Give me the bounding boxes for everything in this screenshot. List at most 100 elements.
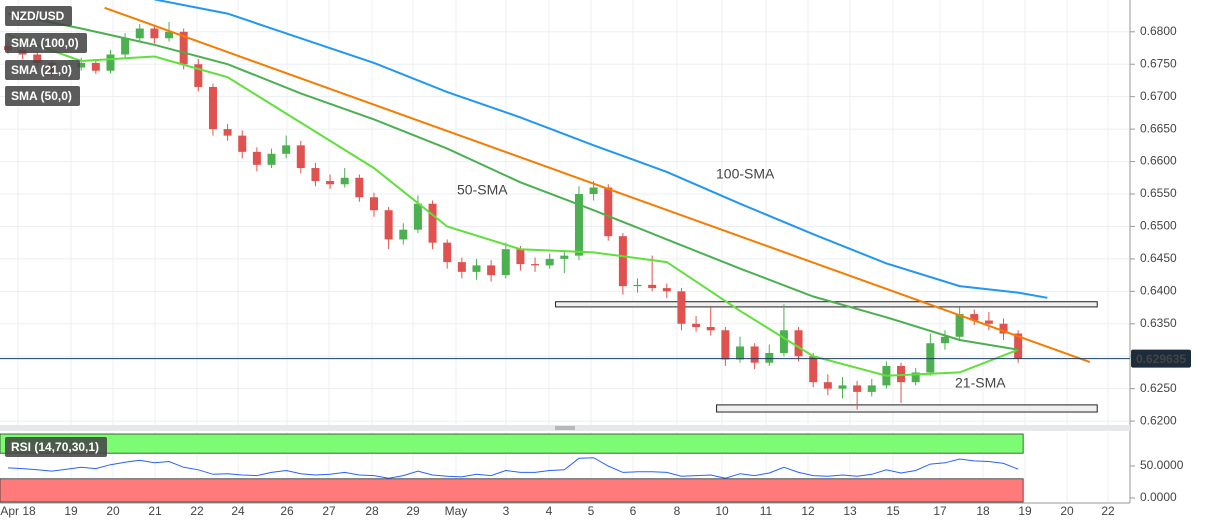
candle-body: [867, 385, 876, 392]
candle-body: [648, 284, 657, 289]
x-tick-label: 8: [674, 504, 681, 518]
sma-line: [154, 0, 1048, 299]
x-tick-label: 29: [406, 504, 420, 518]
line-annotation: 21-SMA: [955, 375, 1006, 391]
x-tick-label: 17: [933, 504, 947, 518]
x-tick-label: 12: [801, 504, 815, 518]
candle-body: [428, 203, 437, 243]
y-tick-label: 0.6550: [1140, 186, 1177, 200]
line-annotation: 50-SMA: [457, 182, 508, 198]
candle-body: [765, 352, 774, 363]
legend-entry: SMA (21,0): [5, 60, 80, 80]
y-tick-label: 50.0000: [1140, 458, 1184, 472]
legend-entry: SMA (100,0): [5, 33, 87, 53]
y-tick-label: 0.6350: [1140, 316, 1177, 330]
candle-body: [794, 330, 803, 357]
candle-body: [311, 168, 320, 182]
candle-body: [677, 291, 686, 324]
overbought-band: [0, 433, 1024, 454]
y-tick-label: 0.6650: [1140, 121, 1177, 135]
candle-body: [721, 330, 730, 360]
candle-body: [853, 385, 862, 392]
candle-body: [223, 129, 232, 136]
trend-line: [104, 6, 1091, 364]
y-tick-label: 0.6450: [1140, 251, 1177, 265]
symbol-label: NZD/USD: [5, 6, 73, 26]
candle-body: [91, 62, 100, 71]
x-tick-label: May: [445, 504, 468, 518]
candle-body: [282, 145, 291, 154]
x-tick-label: Apr 18: [0, 504, 36, 518]
candle-body: [545, 258, 554, 266]
candle-body: [618, 236, 627, 287]
line-annotation: 100-SMA: [716, 166, 775, 182]
y-tick-label: 0.6200: [1140, 413, 1177, 427]
x-tick-label: 22: [1101, 504, 1115, 518]
x-tick-label: 4: [546, 504, 553, 518]
candle-body: [384, 210, 393, 240]
candle-body: [150, 28, 159, 39]
x-tick-label: 20: [1060, 504, 1074, 518]
y-tick-label: 0.6400: [1140, 284, 1177, 298]
indicator-label: RSI (14,70,30,1): [5, 437, 108, 457]
candle-body: [999, 323, 1008, 334]
y-tick-label: 0.0000: [1140, 490, 1177, 504]
candle-body: [135, 28, 144, 39]
last-price-label: 0.629635: [1136, 352, 1186, 366]
candle-body: [487, 265, 496, 276]
price-zone: [555, 301, 1098, 308]
x-tick-label: 19: [64, 504, 78, 518]
x-tick-label: 10: [715, 504, 729, 518]
candle-body: [940, 336, 949, 344]
candle-body: [501, 249, 510, 276]
price-zone: [716, 404, 1098, 413]
x-tick-label: 21: [148, 504, 162, 518]
x-tick-label: 11: [760, 504, 773, 518]
main-panel: [0, 0, 1130, 425]
y-tick-label: 0.6250: [1140, 381, 1177, 395]
candle-body: [165, 31, 174, 39]
x-tick-label: 24: [231, 504, 245, 518]
candle-body: [633, 284, 642, 287]
candle-body: [955, 314, 964, 337]
oversold-band: [0, 478, 1024, 503]
candle-body: [326, 181, 335, 185]
candle-body: [809, 356, 818, 383]
x-tick-label: 5: [588, 504, 595, 518]
candle-body: [355, 177, 364, 198]
candle-body: [443, 242, 452, 263]
candle-body: [838, 385, 847, 389]
candle-body: [970, 314, 979, 321]
candle-body: [823, 382, 832, 389]
candle-body: [736, 346, 744, 360]
y-tick-label: 0.6500: [1140, 219, 1177, 233]
x-tick-label: 13: [843, 504, 857, 518]
candle-body: [413, 203, 422, 230]
y-tick-label: 0.6700: [1140, 89, 1177, 103]
x-tick-label: 15: [886, 504, 900, 518]
candle-body: [296, 145, 305, 169]
x-tick-label: 19: [1018, 504, 1032, 518]
candle-body: [911, 372, 920, 383]
candle-body: [706, 327, 715, 331]
candle-body: [926, 343, 935, 373]
candle-body: [692, 323, 701, 328]
legend-entry: SMA (50,0): [5, 86, 80, 106]
candle-body: [121, 38, 130, 55]
candle-body: [208, 86, 217, 130]
candle-body: [574, 194, 583, 256]
y-tick-label: 0.6800: [1140, 24, 1177, 38]
candle-body: [560, 255, 569, 259]
sma-line: [7, 34, 1019, 377]
rsi-line: [7, 457, 1019, 479]
x-tick-label: 18: [976, 504, 990, 518]
candle-body: [750, 346, 759, 363]
candle-body: [399, 229, 408, 240]
y-tick-label: 0.6750: [1140, 56, 1177, 70]
candle-body: [531, 264, 540, 266]
last-price-box: [1131, 349, 1191, 368]
panel-separator: [0, 425, 1130, 431]
candle-body: [457, 262, 466, 272]
